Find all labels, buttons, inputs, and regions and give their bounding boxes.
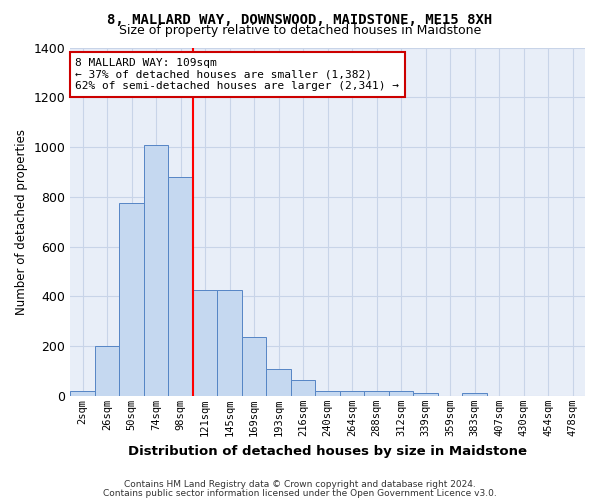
Text: Size of property relative to detached houses in Maidstone: Size of property relative to detached ho… [119,24,481,37]
Bar [119,203,144,396]
Bar [70,391,95,396]
Bar [95,346,119,396]
Bar [193,290,217,396]
Bar [291,380,316,396]
X-axis label: Distribution of detached houses by size in Maidstone: Distribution of detached houses by size … [128,444,527,458]
Bar [217,290,242,396]
Text: 8, MALLARD WAY, DOWNSWOOD, MAIDSTONE, ME15 8XH: 8, MALLARD WAY, DOWNSWOOD, MAIDSTONE, ME… [107,12,493,26]
Y-axis label: Number of detached properties: Number of detached properties [15,128,28,314]
Bar [413,393,438,396]
Bar [463,393,487,396]
Bar [242,338,266,396]
Bar [389,391,413,396]
Text: 8 MALLARD WAY: 109sqm
← 37% of detached houses are smaller (1,382)
62% of semi-d: 8 MALLARD WAY: 109sqm ← 37% of detached … [76,58,400,91]
Bar [266,368,291,396]
Bar [144,144,169,396]
Bar [340,391,364,396]
Bar [169,177,193,396]
Bar [316,391,340,396]
Text: Contains HM Land Registry data © Crown copyright and database right 2024.: Contains HM Land Registry data © Crown c… [124,480,476,489]
Text: Contains public sector information licensed under the Open Government Licence v3: Contains public sector information licen… [103,488,497,498]
Bar [364,391,389,396]
